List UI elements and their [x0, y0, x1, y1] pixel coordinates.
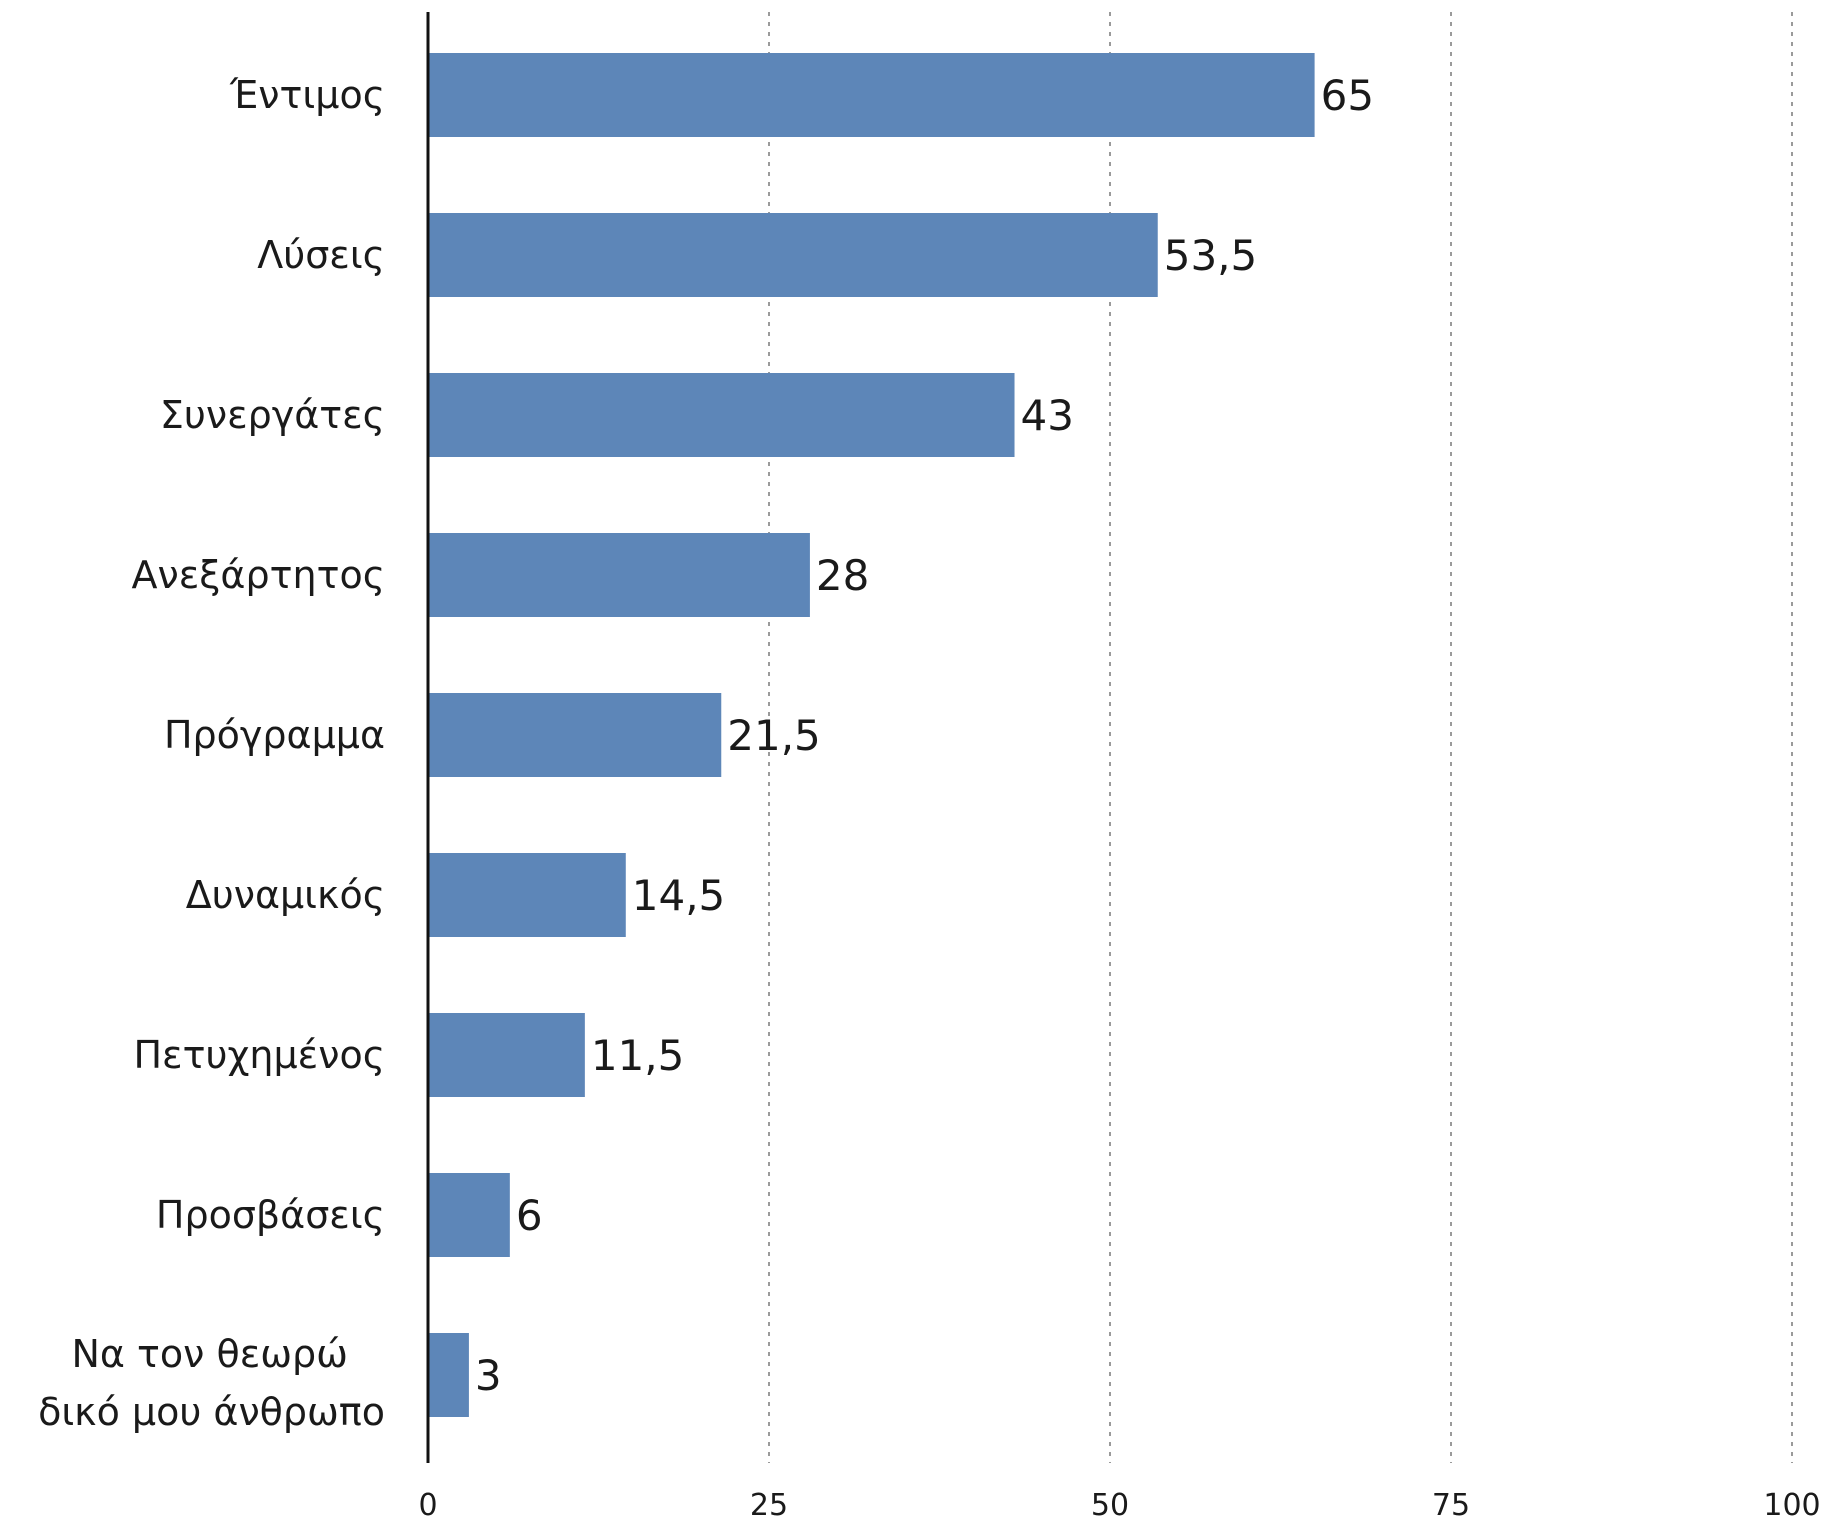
x-tick-label-0: 0 — [418, 1488, 437, 1520]
category-label-4: Πρόγραμμα — [164, 713, 385, 757]
x-tick-label-4: 100 — [1763, 1488, 1820, 1520]
value-label-5: 14,5 — [632, 871, 726, 920]
bar-6 — [428, 1013, 585, 1097]
category-label-0: Έντιμος — [229, 73, 385, 117]
x-axis-ticks: 0 25 50 75 100 — [418, 1488, 1820, 1520]
bar-0 — [428, 53, 1315, 137]
value-label-0: 65 — [1321, 71, 1374, 120]
bar-4 — [428, 693, 722, 777]
value-label-2: 43 — [1021, 391, 1074, 440]
category-label-6: Πετυχημένος — [133, 1033, 385, 1077]
category-label-3: Ανεξάρτητος — [131, 553, 385, 597]
category-label-8: Να τον θεωρώ δικό μου άνθρωπο — [38, 1332, 385, 1434]
category-labels: Έντιμος Λύσεις Συνεργάτες Ανεξάρτητος Πρόγρα… — [38, 73, 385, 1434]
value-labels: 65 53,5 43 28 21,5 14,5 11,5 6 3 — [475, 71, 1374, 1400]
value-label-3: 28 — [816, 551, 869, 600]
category-label-5: Δυναμικός — [186, 873, 385, 917]
value-label-6: 11,5 — [591, 1031, 685, 1080]
value-label-1: 53,5 — [1164, 231, 1258, 280]
bar-3 — [428, 533, 810, 617]
category-label-1: Λύσεις — [257, 233, 385, 277]
bar-5 — [428, 853, 626, 937]
value-label-4: 21,5 — [727, 711, 821, 760]
value-label-8: 3 — [475, 1351, 502, 1400]
bar-8 — [428, 1333, 469, 1417]
x-tick-label-2: 50 — [1091, 1488, 1129, 1520]
category-label-7: Προσβάσεις — [156, 1193, 385, 1237]
value-label-7: 6 — [516, 1191, 543, 1240]
bar-1 — [428, 213, 1158, 297]
bar-2 — [428, 373, 1015, 457]
bar-7 — [428, 1173, 510, 1257]
category-label-2: Συνεργάτες — [160, 393, 385, 437]
x-tick-label-3: 75 — [1432, 1488, 1470, 1520]
x-tick-label-1: 25 — [750, 1488, 788, 1520]
bars — [428, 53, 1315, 1417]
